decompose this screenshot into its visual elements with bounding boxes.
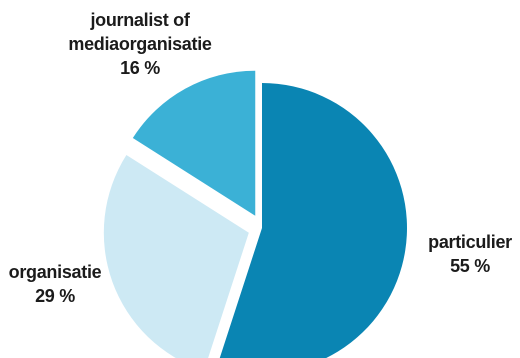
slice-value-organisatie: 29 % [35, 286, 75, 306]
slice-label-journalist: journalist of mediaorganisatie 16 % [30, 8, 250, 80]
slice-value-journalist: 16 % [120, 58, 160, 78]
pie-slice-particulier [219, 83, 407, 358]
slice-label-organisatie: organisatie 29 % [0, 260, 110, 308]
pie-slice-organisatie [103, 155, 249, 358]
pie-slice-journalist [132, 70, 256, 216]
slice-label-journalist-line1: journalist of [90, 10, 190, 30]
slice-label-particulier-text: particulier [428, 232, 512, 252]
slice-value-particulier: 55 % [450, 256, 490, 276]
slice-label-journalist-line2: mediaorganisatie [68, 34, 212, 54]
slice-label-particulier: particulier 55 % [420, 230, 520, 278]
slice-label-organisatie-text: organisatie [8, 262, 102, 282]
